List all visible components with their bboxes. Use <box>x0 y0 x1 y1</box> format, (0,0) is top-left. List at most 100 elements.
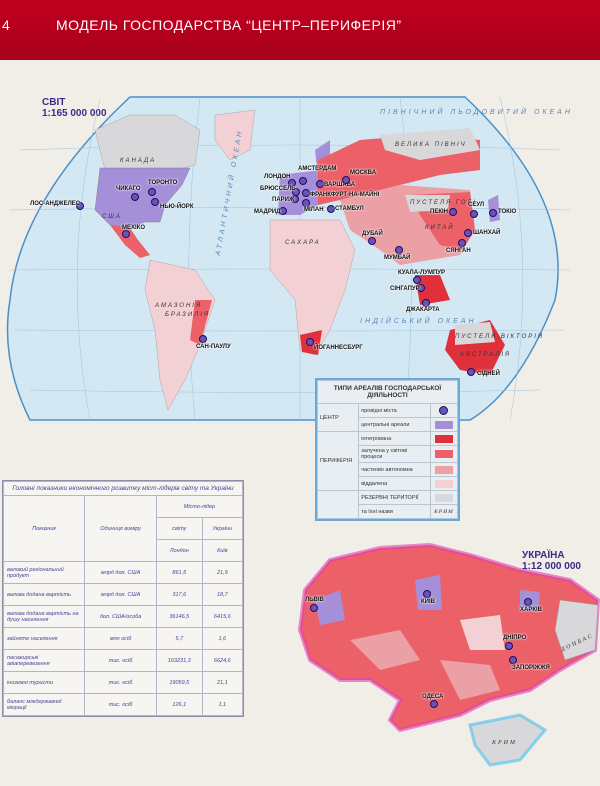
great-north-region <box>380 128 480 160</box>
gobi-region <box>405 195 450 212</box>
cell-indicator: баланс міждержавної міграції <box>2 693 86 716</box>
city-marker <box>279 207 287 215</box>
city-label: ТОРОНТО <box>148 180 178 186</box>
legend-swatch <box>434 479 453 488</box>
legend-label: та їхні назви <box>358 504 431 519</box>
city-marker <box>131 193 139 201</box>
city-marker <box>327 205 335 213</box>
city-label: МОСКВА <box>350 170 377 176</box>
col-header: Місто-лідер <box>155 495 244 518</box>
legend-swatch <box>434 434 453 443</box>
city-label: ХАРКІВ <box>520 607 542 613</box>
usa-center-region <box>94 167 191 229</box>
victoria-desert-region <box>455 322 495 345</box>
city-label: СІДНЕЙ <box>477 371 500 377</box>
city-label: ВАРШАВА <box>324 182 356 188</box>
cell-world: 126,1 <box>155 693 203 716</box>
city-label: СТАМБУЛ <box>335 206 364 212</box>
table-row: валовий регіональний продукт млрд дол. СШ… <box>2 561 244 584</box>
city-label: ЙОГАННЕСБУРГ <box>314 345 363 351</box>
ukraine-map-name: УКРАЇНА <box>522 550 565 561</box>
cell-unit: тис. осіб <box>84 649 157 672</box>
legend-label: центральні ареали <box>358 417 431 432</box>
city-marker <box>368 237 376 245</box>
region-label: АВСТРАЛІЯ <box>460 352 512 358</box>
page-header: 4 МОДЕЛЬ ГОСПОДАРСТВА “ЦЕНТР–ПЕРИФЕРІЯ” <box>0 0 600 60</box>
city-marker <box>342 176 350 184</box>
city-marker <box>464 229 472 237</box>
city-marker <box>524 598 532 606</box>
city-label: НЬЮ-ЙОРК <box>160 204 194 210</box>
world-map-title: СВІТ 1:165 000 000 <box>42 97 107 119</box>
col-header: Одиниця виміру <box>84 495 157 562</box>
table-row: валова додана вартість млрд дол. США 317,6… <box>2 583 244 606</box>
city-label: ЛОС-АНДЖЕЛЕС <box>30 201 81 207</box>
cell-ukraine: 6415,6 <box>201 605 244 628</box>
city-label: ДЖАКАРТА <box>406 307 440 313</box>
city-label: СЕУЛ <box>468 202 485 208</box>
region-label: БРАЗИЛІЯ <box>165 312 211 318</box>
city-label: МЕХІКО <box>122 225 145 231</box>
cell-indicator: зайняте населення <box>2 627 86 650</box>
cell-world: 5,7 <box>155 627 203 650</box>
legend-swatch <box>434 420 453 429</box>
region-label: ПУСТЕЛЯ ВІКТОРІЯ <box>455 334 545 340</box>
cell-world: 317,6 <box>155 583 203 606</box>
crimea-region <box>468 713 548 767</box>
donbas-region <box>554 599 599 661</box>
region-label: ПУСТЕЛЯ ГОБІ <box>410 200 478 206</box>
ukraine-map-scale: 1:12 000 000 <box>522 561 581 572</box>
leading-city-swatch <box>439 406 449 415</box>
ocean-label: ІНДІЙСЬКИЙ ОКЕАН <box>360 318 477 325</box>
city-marker <box>430 700 438 708</box>
city-marker <box>458 239 466 247</box>
table-row: пасажирські авіаперевезення тис. осіб 1632… <box>2 649 244 672</box>
region-label: КАНАДА <box>120 158 157 164</box>
city-label: КИЇВ <box>421 599 435 605</box>
legend-swatch <box>434 493 453 502</box>
city-label: СІНГАПУР <box>390 286 420 292</box>
city-marker <box>395 246 403 254</box>
city-marker <box>489 209 497 217</box>
col-header: Показник <box>2 495 86 562</box>
col-header: Київ <box>201 539 244 562</box>
legend-label: інтегрована <box>358 431 431 446</box>
page-title: МОДЕЛЬ ГОСПОДАРСТВА “ЦЕНТР–ПЕРИФЕРІЯ” <box>56 17 402 33</box>
table-row: баланс міждержавної міграції тис. осіб 126… <box>2 693 244 716</box>
cell-indicator: валовий регіональний продукт <box>2 561 86 584</box>
legend-swatch <box>434 450 453 458</box>
city-marker <box>449 208 457 216</box>
cell-indicator: іноземні туристи <box>2 671 86 694</box>
city-label: МАДРИД <box>254 209 281 215</box>
city-label: ДУБАЙ <box>362 231 383 237</box>
city-label: ТОКІО <box>498 209 517 215</box>
city-label: БРЮССЕЛЬ <box>260 186 296 192</box>
city-marker <box>299 177 307 185</box>
map-legend: ТИПИ АРЕАЛІВ ГОСПОДАРСЬКОЇ ДІЯЛЬНОСТІ ЦЕ… <box>315 378 460 521</box>
legend-group-center: ЦЕНТР <box>316 403 360 432</box>
cell-unit: тис. осіб <box>84 671 157 694</box>
region-label: КРИМ <box>492 740 517 746</box>
city-marker <box>413 276 421 284</box>
region-label: ВЕЛИКА ПІВНІЧ <box>395 142 467 148</box>
cell-world: 861,5 <box>155 561 203 584</box>
page-number: 4 <box>2 17 10 33</box>
city-label: ЛОНДОН <box>264 174 291 180</box>
city-marker <box>316 180 324 188</box>
cell-indicator: пасажирські авіаперевезення <box>2 649 86 672</box>
ukraine-region <box>297 542 600 733</box>
city-label: ФРАНКФУРТ-НА-МАЙНІ <box>310 192 380 198</box>
cell-ukraine: 21,9 <box>201 561 244 584</box>
city-marker <box>151 198 159 206</box>
cell-unit: дол. США/особа <box>84 605 157 628</box>
table-row: зайняте населення млн осіб 5,7 1,6 <box>2 627 244 650</box>
city-marker <box>509 656 517 664</box>
ukraine-map-title: УКРАЇНА 1:12 000 000 <box>522 550 581 572</box>
south-america-region <box>144 259 216 411</box>
city-marker <box>291 195 299 203</box>
city-label: ЧИКАГО <box>116 186 141 192</box>
cell-unit: тис. осіб <box>84 693 157 716</box>
city-marker <box>467 368 475 376</box>
cell-indicator: валова додана вартість <box>2 583 86 606</box>
cell-world: 36146,5 <box>155 605 203 628</box>
